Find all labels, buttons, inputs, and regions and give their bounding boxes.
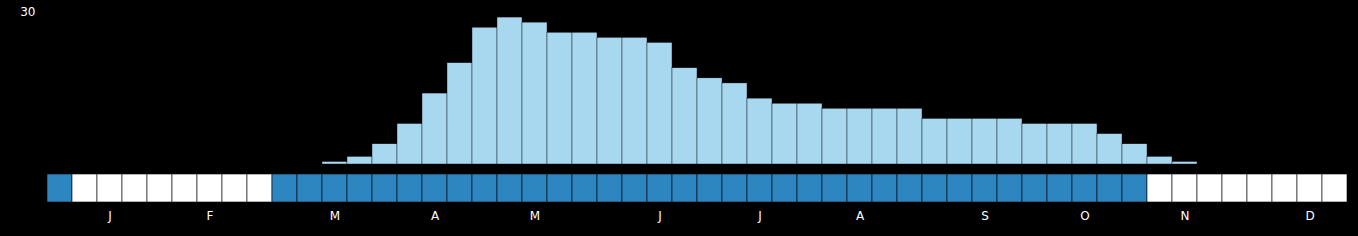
svg-text:S: S (981, 209, 989, 223)
svg-text:30: 30 (20, 5, 35, 19)
svg-text:A: A (856, 209, 865, 223)
svg-text:O: O (1080, 209, 1089, 223)
svg-text:J: J (657, 209, 662, 223)
svg-text:J: J (757, 209, 762, 223)
svg-text:J: J (107, 209, 112, 223)
svg-text:A: A (431, 209, 440, 223)
svg-text:M: M (530, 209, 540, 223)
svg-text:N: N (1181, 209, 1190, 223)
svg-text:M: M (330, 209, 340, 223)
svg-text:D: D (1305, 209, 1314, 223)
svg-text:F: F (207, 209, 214, 223)
